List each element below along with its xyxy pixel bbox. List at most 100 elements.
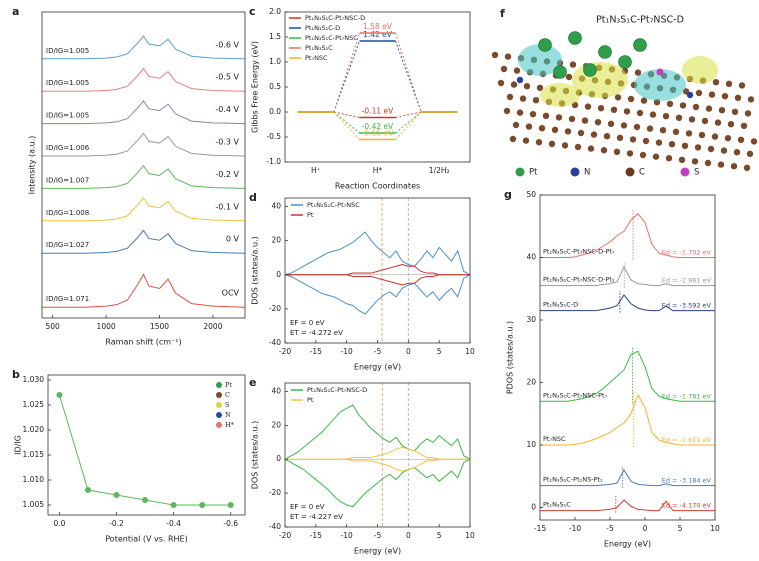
panel-letter: b: [12, 368, 20, 381]
dos-down: [285, 458, 470, 472]
panel-letter: c: [249, 5, 256, 18]
panel-letter: a: [12, 5, 19, 18]
y-tick-label: 20: [526, 378, 536, 387]
carbon-atom: [711, 133, 719, 140]
pt-atom: [618, 55, 632, 69]
carbon-atom: [634, 69, 642, 76]
curve-label: Pt₁N₃S₁C-Pt₇NSC-D-Pt₁: [543, 276, 615, 284]
curve-label: -0.4 V: [215, 105, 239, 114]
carbon-atom: [721, 93, 729, 100]
x-tick-label: -20: [279, 347, 291, 356]
y-tick-label: 0: [276, 270, 281, 279]
series-line: [58, 394, 231, 506]
y-axis-label: PDOS (states/a.u.): [506, 321, 515, 394]
carbon-atom: [695, 89, 703, 97]
atom-swatch: [216, 412, 222, 418]
connector: [395, 32, 422, 113]
series-line: [42, 273, 245, 308]
carbon-atom: [538, 125, 546, 132]
x-tick-label: -15: [310, 347, 322, 356]
charge-density: [572, 62, 628, 98]
x-tick-label: 5: [437, 347, 442, 356]
curve-label: -0.3 V: [215, 138, 239, 147]
frame: [47, 374, 246, 516]
carbon-atom: [655, 139, 663, 146]
y-tick-label: 1.005: [23, 500, 45, 509]
series-line: [42, 164, 245, 189]
legend-label: Pt: [307, 211, 314, 219]
carbon-atom: [613, 148, 621, 155]
carbon-atom: [731, 108, 739, 116]
series-line: [42, 35, 245, 60]
carbon-atom: [675, 114, 683, 122]
x-tick-label: -10: [341, 347, 353, 356]
series-line: [42, 197, 245, 222]
x-tick-label: 5: [678, 524, 683, 533]
y-tick-label: 0.0: [269, 107, 281, 116]
carbon-atom: [509, 135, 517, 143]
carbon-atom: [668, 141, 676, 148]
point: [142, 497, 149, 503]
atom-swatch: [680, 167, 690, 177]
y-axis-label: DOS (states/a.u.): [251, 421, 260, 490]
atom-swatch: [515, 167, 525, 177]
carbon-atom: [694, 144, 702, 151]
point: [227, 502, 234, 508]
carbon-atom: [522, 137, 530, 144]
carbon-atom: [746, 150, 754, 157]
carbon-atom: [681, 142, 689, 149]
x-tick-label: 10: [465, 347, 475, 356]
curve-label: Pt₁N₃S₁C: [543, 501, 571, 509]
series-line: [540, 350, 715, 402]
carbon-atom: [603, 133, 611, 140]
y-tick-label: -20: [269, 488, 281, 497]
carbon-atom: [616, 134, 624, 141]
x-tick-label: -10: [569, 524, 581, 533]
carbon-atom: [747, 96, 755, 103]
dos-down: [285, 274, 470, 315]
y-tick-label: 30: [526, 315, 536, 324]
carbon-atom: [750, 138, 758, 145]
carbon-atom: [610, 106, 618, 114]
y-tick-label: 10: [526, 440, 536, 449]
carbon-atom: [623, 108, 631, 115]
curve-label: -0.5 V: [215, 73, 239, 82]
value-label: -0.55 eV: [362, 129, 394, 138]
panel: c Reaction Coordinates Gibbs Free Energy (…: [249, 5, 471, 191]
carbon-atom: [730, 163, 738, 170]
x-tick-label: 0: [643, 524, 648, 533]
carbon-atom: [666, 100, 674, 108]
carbon-atom: [701, 117, 709, 125]
legend-label: Pt₁N₃S₁C: [305, 44, 333, 52]
atom-label: N: [584, 168, 590, 178]
carbon-atom: [724, 135, 732, 142]
carbon-atom: [733, 149, 741, 156]
panel: b Potential (V vs. RHE) ID/IG 0.0 -0.2 -0.4 -0…: [12, 368, 246, 544]
carbon-atom: [646, 125, 654, 132]
y-axis-label: ID/IG: [14, 435, 23, 455]
carbon-atom: [542, 112, 550, 120]
carbon-atom: [662, 113, 670, 120]
x-axis-label: Energy (eV): [354, 547, 401, 556]
carbon-atom: [679, 102, 687, 109]
charge-density: [540, 83, 580, 107]
carbon-atom: [659, 127, 667, 134]
x-category-label: 1/2H₂: [429, 166, 450, 175]
series-line: [540, 468, 715, 487]
panel-letter: d: [249, 191, 257, 204]
carbon-atom: [642, 137, 650, 145]
point: [199, 502, 206, 508]
curve-label: OCV: [222, 289, 240, 298]
y-tick-label: 20: [271, 236, 281, 245]
x-tick-label: 2000: [203, 322, 222, 331]
panel: a Raman shift (cm⁻¹) Intensity (a.u.) 500 10…: [12, 5, 246, 347]
y-tick-label: 40: [271, 202, 281, 211]
ed-label: Ed = -1.611 eV: [662, 436, 712, 444]
connector: [395, 40, 422, 113]
connector: [333, 111, 360, 134]
series-line: [42, 132, 245, 157]
n-atom: [516, 76, 524, 84]
annotation: ET = -4.272 eV: [290, 329, 343, 337]
panel-letter: e: [249, 376, 256, 389]
frame: [539, 194, 716, 521]
